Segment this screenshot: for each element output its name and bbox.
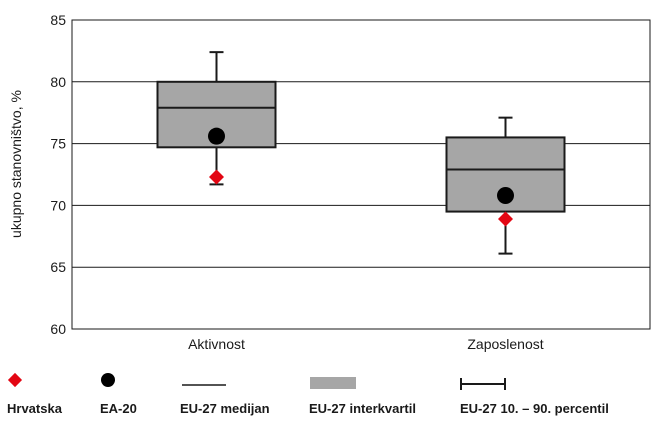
legend-item-interquartile: EU-27 interkvartil xyxy=(309,377,416,416)
box-aktivnost xyxy=(156,51,277,186)
y-axis: 60 65 70 75 80 85 xyxy=(50,12,66,337)
y-tick-label: 85 xyxy=(50,12,66,28)
boxes xyxy=(156,51,566,255)
red-diamond-icon xyxy=(7,372,23,388)
x-category-label: Zaposlenost xyxy=(467,336,543,352)
y-tick-label: 80 xyxy=(50,74,66,90)
legend: Hrvatska EA-20 EU-27 medijan EU-27 inter… xyxy=(7,372,609,416)
x-axis-categories: Aktivnost Zaposlenost xyxy=(188,336,544,352)
y-tick-label: 65 xyxy=(50,259,66,275)
legend-item-ea20: EA-20 xyxy=(100,373,137,416)
legend-item-hrvatska: Hrvatska xyxy=(7,372,63,416)
legend-label-percentile: EU-27 10. – 90. percentil xyxy=(460,401,609,416)
hrvatska-marker xyxy=(498,211,513,227)
gray-rect-icon xyxy=(310,377,356,389)
ea20-marker xyxy=(208,127,225,145)
hrvatska-marker xyxy=(209,169,224,185)
legend-label-ea20: EA-20 xyxy=(100,401,137,416)
legend-label-median: EU-27 medijan xyxy=(180,401,270,416)
black-circle-icon xyxy=(101,373,115,387)
plot-frame xyxy=(71,19,651,330)
legend-label-interquartile: EU-27 interkvartil xyxy=(309,401,416,416)
y-tick-label: 70 xyxy=(50,197,66,213)
y-tick-label: 75 xyxy=(50,136,66,152)
box-zaposlenost xyxy=(445,116,566,255)
whisker-icon xyxy=(460,378,506,390)
ea20-marker xyxy=(497,187,514,205)
legend-label-hrvatska: Hrvatska xyxy=(7,401,63,416)
x-category-label: Aktivnost xyxy=(188,336,245,352)
y-axis-label: ukupno stanovništvo, % xyxy=(8,90,24,238)
legend-item-percentile: EU-27 10. – 90. percentil xyxy=(460,378,609,416)
y-tick-label: 60 xyxy=(50,321,66,337)
legend-item-median: EU-27 medijan xyxy=(180,384,270,416)
